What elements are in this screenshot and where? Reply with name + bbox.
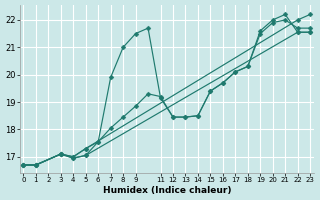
X-axis label: Humidex (Indice chaleur): Humidex (Indice chaleur) <box>102 186 231 195</box>
